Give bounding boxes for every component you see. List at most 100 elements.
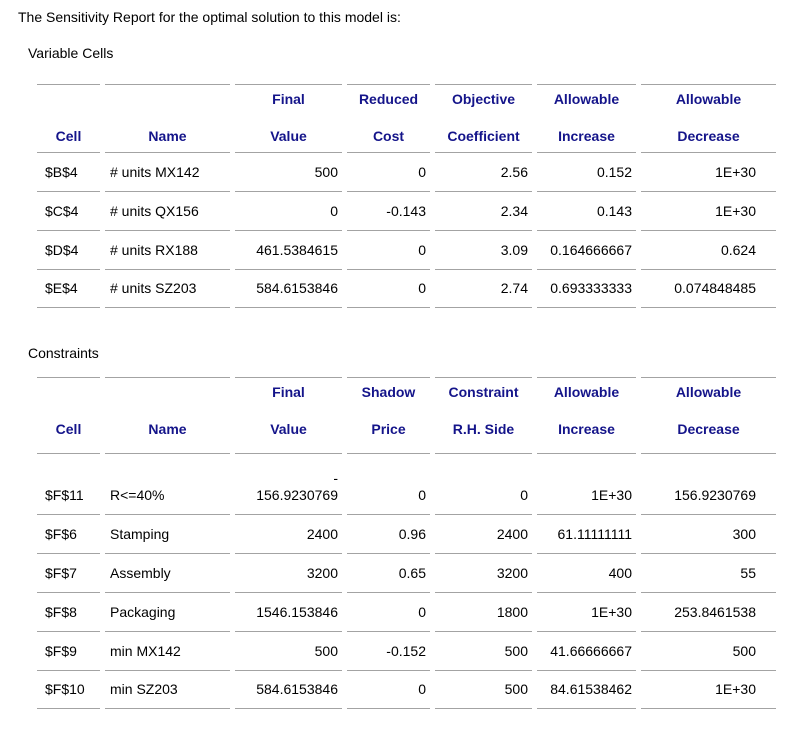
variable-row: $D$4 # units RX188 461.5384615 0 3.09 0.… [37,230,776,269]
allowable-decrease: 1E+30 [641,191,776,230]
header-line1 [37,383,100,401]
allowable-decrease: 1E+30 [641,670,776,709]
cell-ref: $F$8 [37,592,100,631]
final-value: 1546.153846 [235,592,342,631]
header-line1: Objective [451,91,516,107]
column-header-allowable-increase: Allowable Increase [537,377,636,453]
cell-ref: $C$4 [37,191,100,230]
header-line1: Shadow [361,384,416,400]
variable-name: # units RX188 [105,230,230,269]
header-line1: Reduced [358,91,419,107]
column-header-final-value: Final Value [235,377,342,453]
allowable-increase: 0.693333333 [537,269,636,308]
column-header-cell: Cell [37,377,100,453]
variable-name: # units MX142 [105,152,230,191]
column-header-shadow-price: Shadow Price [347,377,430,453]
header-line1: Final [272,91,305,107]
objective-coefficient: 2.56 [435,152,532,191]
header-line1: Constraint [448,384,519,400]
header-line2: R.H. Side [452,421,515,437]
variable-row: $B$4 # units MX142 500 0 2.56 0.152 1E+3… [37,152,776,191]
final-value: 461.5384615 [235,230,342,269]
final-value: - 156.9230769 [235,453,342,514]
constraint-name: Packaging [105,592,230,631]
column-header-allowable-decrease: Allowable Decrease [641,377,776,453]
cell-ref: $F$10 [37,670,100,709]
variable-header-row: Cell Name Final Value Reduced Cost Objecti… [37,84,776,152]
constraints-table: Cell Name Final Value Shadow Price Constra… [32,377,781,709]
header-line1: Allowable [553,384,620,400]
allowable-increase: 61.11111111 [537,514,636,553]
constraint-rhs: 1800 [435,592,532,631]
shadow-price: 0 [347,670,430,709]
header-line2: Cell [55,421,82,437]
column-header-constraint-rhs: Constraint R.H. Side [435,377,532,453]
header-line2: Cell [55,128,82,144]
constraint-row: $F$8 Packaging 1546.153846 0 1800 1E+30 … [37,592,776,631]
column-header-objective-coefficient: Objective Coefficient [435,84,532,152]
reduced-cost: 0 [347,152,430,191]
final-value: 0 [235,191,342,230]
header-line2: Decrease [677,128,740,144]
allowable-increase: 41.66666667 [537,631,636,670]
final-value: 2400 [235,514,342,553]
header-line1 [105,90,230,108]
cell-ref: $F$7 [37,553,100,592]
header-line2: Value [270,128,307,144]
variable-name: # units QX156 [105,191,230,230]
header-line2: Increase [558,421,615,437]
header-line1: Final [272,384,305,400]
reduced-cost: -0.143 [347,191,430,230]
constraint-name: Stamping [105,514,230,553]
constraint-row: $F$11 R<=40% - 156.9230769 0 0 1E+30 156… [37,453,776,514]
header-line1 [37,90,100,108]
header-line2: Cost [372,128,405,144]
objective-coefficient: 3.09 [435,230,532,269]
constraint-row: $F$7 Assembly 3200 0.65 3200 400 55 [37,553,776,592]
constraint-row: $F$9 min MX142 500 -0.152 500 41.6666666… [37,631,776,670]
header-line1: Allowable [675,384,742,400]
header-line2: Name [148,421,187,437]
allowable-decrease: 55 [641,553,776,592]
column-header-allowable-decrease: Allowable Decrease [641,84,776,152]
shadow-price: 0 [347,453,430,514]
final-value: 3200 [235,553,342,592]
shadow-price: 0 [347,592,430,631]
allowable-decrease: 1E+30 [641,152,776,191]
objective-coefficient: 2.34 [435,191,532,230]
constraint-rhs: 500 [435,631,532,670]
variable-cells-section-label: Variable Cells [28,45,114,61]
constraint-row: $F$10 min SZ203 584.6153846 0 500 84.615… [37,670,776,709]
column-header-final-value: Final Value [235,84,342,152]
column-header-reduced-cost: Reduced Cost [347,84,430,152]
header-line2: Price [371,421,406,437]
constraint-name: min SZ203 [105,670,230,709]
allowable-increase: 1E+30 [537,592,636,631]
cell-ref: $E$4 [37,269,100,308]
header-line2: Decrease [677,421,740,437]
constraint-name: Assembly [105,553,230,592]
allowable-increase: 400 [537,553,636,592]
header-line2: Increase [558,128,615,144]
final-value: 584.6153846 [235,269,342,308]
constraint-rhs: 500 [435,670,532,709]
allowable-increase: 0.164666667 [537,230,636,269]
column-header-name: Name [105,377,230,453]
allowable-decrease: 0.074848485 [641,269,776,308]
column-header-name: Name [105,84,230,152]
column-header-allowable-increase: Allowable Increase [537,84,636,152]
final-value: 500 [235,631,342,670]
allowable-decrease: 300 [641,514,776,553]
cell-ref: $B$4 [37,152,100,191]
column-header-cell: Cell [37,84,100,152]
variable-name: # units SZ203 [105,269,230,308]
report-title: The Sensitivity Report for the optimal s… [18,9,401,25]
allowable-decrease: 0.624 [641,230,776,269]
allowable-increase: 84.61538462 [537,670,636,709]
reduced-cost: 0 [347,269,430,308]
cell-ref: $F$6 [37,514,100,553]
cell-ref: $F$9 [37,631,100,670]
constraint-name: R<=40% [105,453,230,514]
final-value: 584.6153846 [235,670,342,709]
